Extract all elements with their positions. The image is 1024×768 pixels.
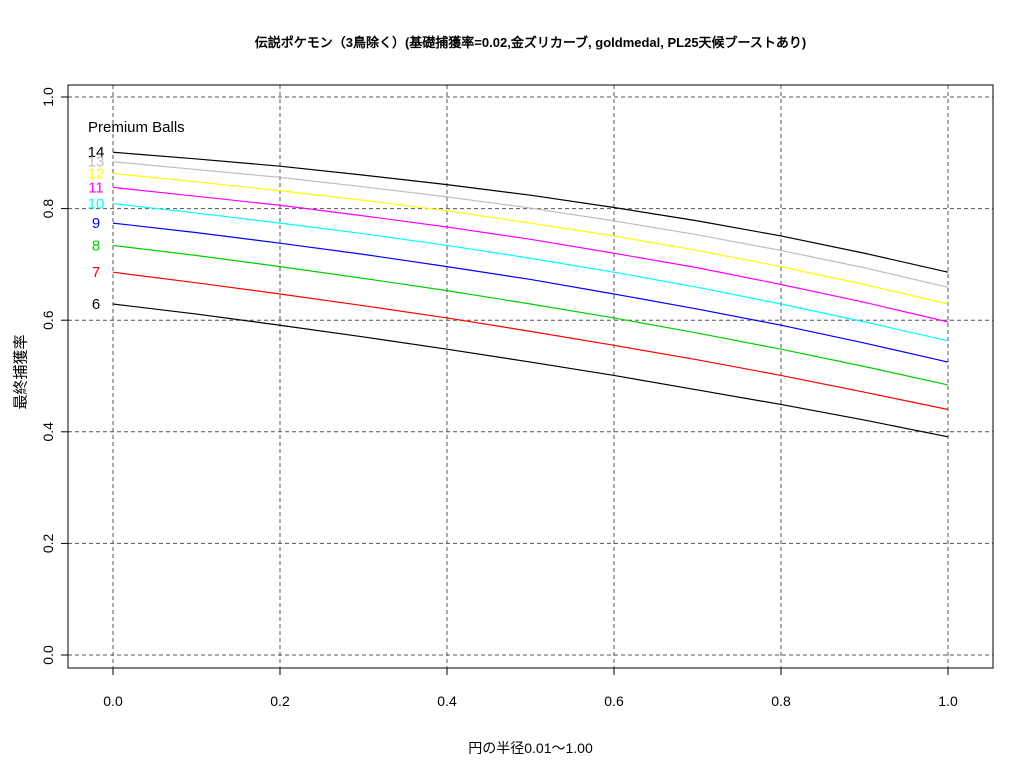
curve-series-7 (112, 271, 949, 411)
chart-title: 伝説ポケモン（3鳥除く）(基礎捕獲率=0.02,金ズリカーブ, goldmeda… (254, 35, 807, 50)
plot-border (67, 84, 994, 669)
x-tick-label: 0.6 (604, 693, 624, 709)
y-axis-label: 最終捕獲率 (12, 334, 30, 410)
curve-series-14 (112, 151, 949, 273)
curve-series-10 (112, 202, 949, 342)
x-tick-label: 0.2 (270, 693, 290, 709)
series-label-10: 10 (88, 196, 105, 213)
series-label-9: 9 (92, 215, 100, 232)
curve-series-6 (112, 303, 949, 438)
series-label-7: 7 (92, 264, 100, 281)
series-label-12: 12 (88, 165, 105, 182)
curve-series-12 (112, 172, 949, 305)
y-tick-label: 0.8 (40, 199, 56, 219)
series-label-8: 8 (92, 237, 100, 254)
x-axis-label: 円の半径0.01～1.00 (468, 740, 593, 756)
series-label-6: 6 (92, 296, 100, 313)
curve-series-8 (112, 244, 949, 386)
y-tick-label: 0.0 (40, 645, 56, 665)
x-tick-label: 1.0 (938, 693, 958, 709)
y-tick-label: 0.2 (40, 533, 56, 553)
curve-series-11 (112, 186, 949, 323)
curve-series-9 (112, 222, 949, 363)
x-tick-label: 0.8 (771, 693, 791, 709)
legend-title: Premium Balls (88, 119, 185, 136)
series-label-13: 13 (88, 154, 105, 171)
series-label-11: 11 (88, 179, 104, 196)
y-tick-label: 0.4 (40, 422, 56, 442)
x-tick-label: 0.4 (437, 693, 457, 709)
y-tick-label: 0.6 (40, 310, 56, 330)
y-tick-label: 1.0 (40, 87, 56, 107)
x-tick-label: 0.0 (103, 693, 123, 709)
curve-series-13 (112, 161, 949, 288)
series-label-14: 14 (88, 144, 105, 161)
